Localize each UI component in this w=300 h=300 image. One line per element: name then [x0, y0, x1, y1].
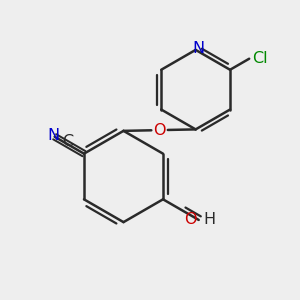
Text: N: N: [192, 41, 204, 56]
Text: N: N: [47, 128, 59, 143]
Text: H: H: [203, 212, 215, 227]
Text: Cl: Cl: [253, 51, 268, 66]
Text: O: O: [184, 212, 196, 227]
Text: C: C: [61, 134, 73, 149]
Text: O: O: [153, 123, 166, 138]
